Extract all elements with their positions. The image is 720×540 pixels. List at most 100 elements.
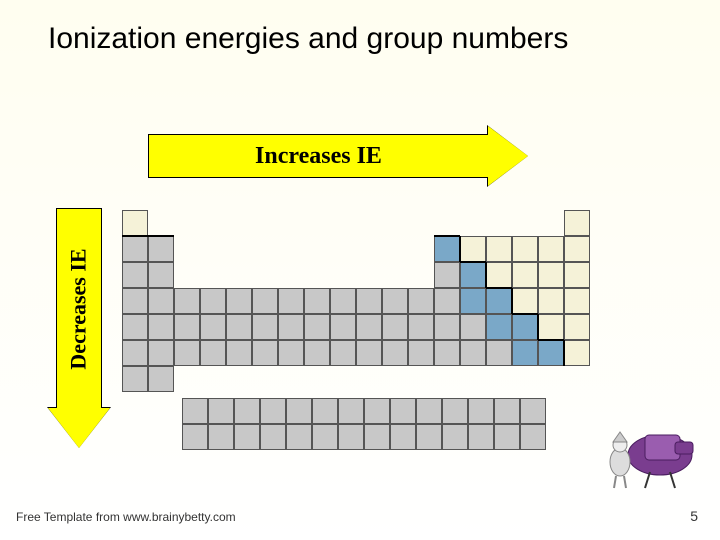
pt-cell [512, 236, 538, 262]
pt-cell [278, 340, 304, 366]
staircase-border [485, 262, 487, 288]
pt-cell [486, 340, 512, 366]
pt-cell [408, 314, 434, 340]
pt-cell [330, 288, 356, 314]
pt-cell [122, 262, 148, 288]
pt-cell [122, 236, 148, 262]
pt-fblock-cell [442, 398, 468, 424]
staircase-border [434, 235, 460, 237]
pt-fblock-cell [182, 398, 208, 424]
pt-cell [460, 288, 486, 314]
staircase-border [512, 313, 538, 315]
pt-cell [564, 236, 590, 262]
pt-cell [226, 314, 252, 340]
pt-cell [382, 340, 408, 366]
pt-cell [174, 314, 200, 340]
pt-cell [148, 366, 174, 392]
pt-cell [122, 210, 148, 236]
pt-cell [356, 288, 382, 314]
pt-cell [304, 288, 330, 314]
pt-fblock-cell [416, 398, 442, 424]
pt-fblock-cell [494, 398, 520, 424]
staircase-border [459, 236, 461, 262]
pt-cell [148, 236, 174, 262]
pt-cell [460, 236, 486, 262]
pt-fblock-cell [260, 424, 286, 450]
pt-fblock-cell [234, 424, 260, 450]
pt-cell [252, 288, 278, 314]
staircase-border [538, 339, 564, 341]
pt-cell [486, 288, 512, 314]
pt-cell [226, 340, 252, 366]
periodic-table: Metals Nonmetals [122, 210, 632, 440]
pt-fblock-cell [364, 398, 390, 424]
pt-cell [304, 314, 330, 340]
pt-cell [122, 288, 148, 314]
pt-cell [512, 288, 538, 314]
pt-cell [434, 288, 460, 314]
pt-fblock-cell [208, 398, 234, 424]
pt-cell [122, 366, 148, 392]
pt-cell [538, 340, 564, 366]
pt-cell [200, 340, 226, 366]
v-arrow-label: Decreases IE [66, 248, 92, 369]
pt-fblock-cell [260, 398, 286, 424]
pt-fblock-cell [286, 398, 312, 424]
pt-fblock-cell [286, 424, 312, 450]
pt-fblock-cell [312, 424, 338, 450]
pt-cell [564, 340, 590, 366]
pt-cell [148, 314, 174, 340]
pt-cell [538, 236, 564, 262]
increases-arrow: Increases IE [148, 132, 528, 180]
pt-cell [434, 340, 460, 366]
staircase-border [460, 261, 486, 263]
cartoon-icon [590, 400, 700, 490]
staircase-border [486, 287, 512, 289]
pt-cell [148, 340, 174, 366]
pt-cell [512, 340, 538, 366]
h-arrow-label: Increases IE [148, 134, 488, 178]
pt-cell [564, 288, 590, 314]
pt-cell [174, 340, 200, 366]
decreases-arrow: Decreases IE [52, 208, 106, 448]
h-arrow-head [488, 126, 528, 186]
pt-fblock-cell [520, 398, 546, 424]
pt-cell [252, 314, 278, 340]
pt-cell [460, 262, 486, 288]
pt-cell [200, 314, 226, 340]
pt-cell [148, 288, 174, 314]
pt-cell [356, 314, 382, 340]
v-arrow-head [48, 408, 110, 448]
pt-cell [512, 314, 538, 340]
pt-cell [460, 314, 486, 340]
pt-fblock-cell [338, 398, 364, 424]
pt-cell [460, 340, 486, 366]
pt-cell [564, 210, 590, 236]
pt-cell [538, 262, 564, 288]
pt-cell [174, 288, 200, 314]
pt-cell [304, 340, 330, 366]
pt-cell [538, 314, 564, 340]
staircase-border [122, 235, 148, 237]
pt-fblock-cell [208, 424, 234, 450]
pt-cell [278, 288, 304, 314]
pt-cell [122, 314, 148, 340]
pt-cell [512, 262, 538, 288]
footer-text: Free Template from www.brainybetty.com [16, 510, 236, 524]
pt-cell [382, 288, 408, 314]
pt-fblock-cell [442, 424, 468, 450]
pt-cell [252, 340, 278, 366]
v-arrow-body: Decreases IE [56, 208, 102, 408]
pt-fblock-cell [338, 424, 364, 450]
pt-cell [434, 262, 460, 288]
pt-cell [148, 262, 174, 288]
pt-cell [486, 236, 512, 262]
pt-cell [278, 314, 304, 340]
staircase-border [537, 314, 539, 340]
staircase-border [511, 288, 513, 314]
pt-cell [564, 314, 590, 340]
pt-cell [330, 314, 356, 340]
pt-fblock-cell [520, 424, 546, 450]
slide-title: Ionization energies and group numbers [48, 22, 568, 56]
page-number: 5 [690, 508, 698, 524]
